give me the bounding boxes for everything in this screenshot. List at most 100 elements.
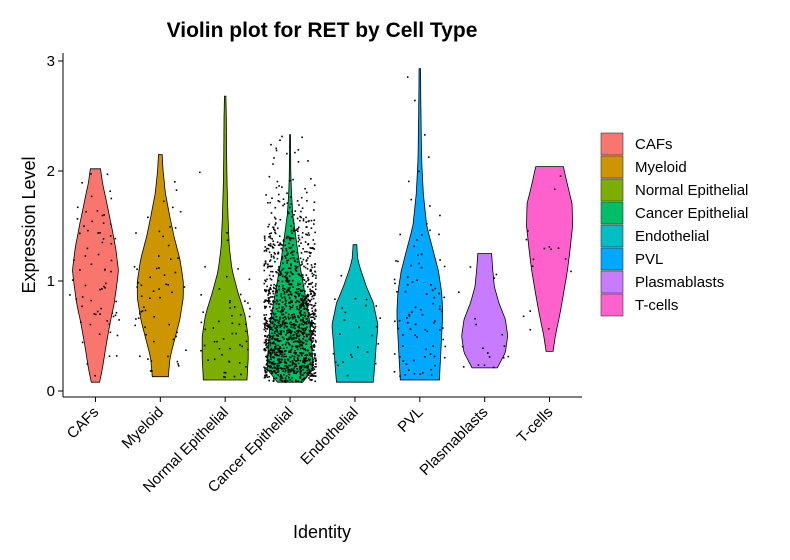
data-point [286, 262, 288, 264]
data-point [290, 229, 293, 232]
data-point [285, 305, 288, 307]
data-point [269, 201, 271, 204]
data-point [269, 242, 272, 245]
data-point [213, 340, 216, 343]
data-point [301, 136, 303, 139]
data-point [96, 310, 99, 313]
data-point [297, 282, 299, 285]
data-point [297, 340, 299, 342]
data-point [272, 286, 275, 289]
data-point [264, 299, 266, 302]
data-point [314, 353, 316, 355]
data-point [529, 328, 532, 331]
data-point [300, 322, 303, 325]
data-point [133, 266, 136, 268]
data-point [141, 310, 144, 312]
data-point [296, 368, 299, 370]
data-point [263, 348, 265, 351]
x-tick-label-endothelial: Endothelial [297, 404, 362, 469]
data-point [272, 349, 275, 351]
data-point [292, 227, 295, 230]
data-point [314, 323, 316, 325]
data-point [200, 349, 202, 352]
data-point [291, 232, 293, 234]
data-point [277, 366, 279, 368]
data-point [334, 361, 337, 364]
data-point [285, 237, 288, 240]
data-point [280, 311, 283, 314]
data-point [306, 268, 309, 270]
data-point [284, 358, 286, 361]
data-point [286, 236, 289, 238]
data-point [271, 372, 273, 374]
data-point [273, 370, 275, 373]
data-point [300, 340, 303, 343]
legend-swatch [600, 201, 624, 225]
data-point [288, 364, 290, 367]
data-point [309, 255, 311, 257]
data-point [297, 380, 300, 383]
data-point [270, 284, 272, 287]
data-point [285, 248, 288, 250]
data-point [271, 303, 273, 306]
data-point [273, 332, 276, 334]
data-point [309, 358, 311, 361]
data-point [86, 247, 89, 250]
data-point [279, 350, 281, 352]
data-point [288, 351, 291, 353]
data-point [290, 272, 293, 274]
data-point [425, 293, 428, 295]
data-point [289, 247, 291, 249]
data-point [304, 349, 307, 352]
data-point [278, 266, 280, 268]
legend-swatch [600, 270, 624, 294]
data-point [529, 310, 531, 312]
data-point [292, 286, 294, 288]
data-point [286, 260, 288, 262]
data-point [303, 307, 306, 309]
data-point [231, 332, 234, 335]
data-point [263, 322, 265, 325]
data-point [406, 76, 409, 78]
data-point [313, 219, 316, 221]
data-point [274, 253, 276, 255]
data-point [294, 210, 297, 212]
data-point [284, 325, 287, 327]
data-point [263, 282, 266, 285]
data-point [311, 341, 313, 343]
data-point [300, 310, 302, 312]
data-point [421, 313, 424, 316]
data-point [420, 308, 422, 311]
data-point [282, 306, 284, 308]
data-point [267, 369, 269, 372]
data-point [144, 326, 146, 328]
data-point [301, 236, 304, 239]
data-point [270, 212, 273, 214]
legend-swatch [600, 247, 624, 271]
data-point [314, 339, 317, 342]
data-point [177, 365, 180, 367]
data-point [280, 273, 283, 276]
data-point [283, 365, 286, 367]
data-point [91, 220, 93, 223]
data-point [274, 301, 276, 303]
data-point [155, 267, 158, 270]
data-point [293, 367, 295, 369]
data-point [147, 216, 149, 219]
data-point [404, 374, 407, 376]
data-point [477, 364, 480, 366]
data-point [298, 293, 300, 296]
data-point [315, 274, 317, 277]
data-point [308, 352, 311, 354]
data-point [207, 359, 209, 361]
data-point [278, 193, 280, 196]
data-point [314, 263, 316, 265]
data-point [263, 301, 265, 303]
data-point [224, 376, 226, 379]
data-point [302, 368, 304, 371]
data-point [158, 267, 160, 269]
data-point [200, 321, 203, 324]
legend-label: Normal Epithelial [635, 182, 748, 199]
data-point [300, 374, 302, 376]
data-point [299, 313, 302, 316]
